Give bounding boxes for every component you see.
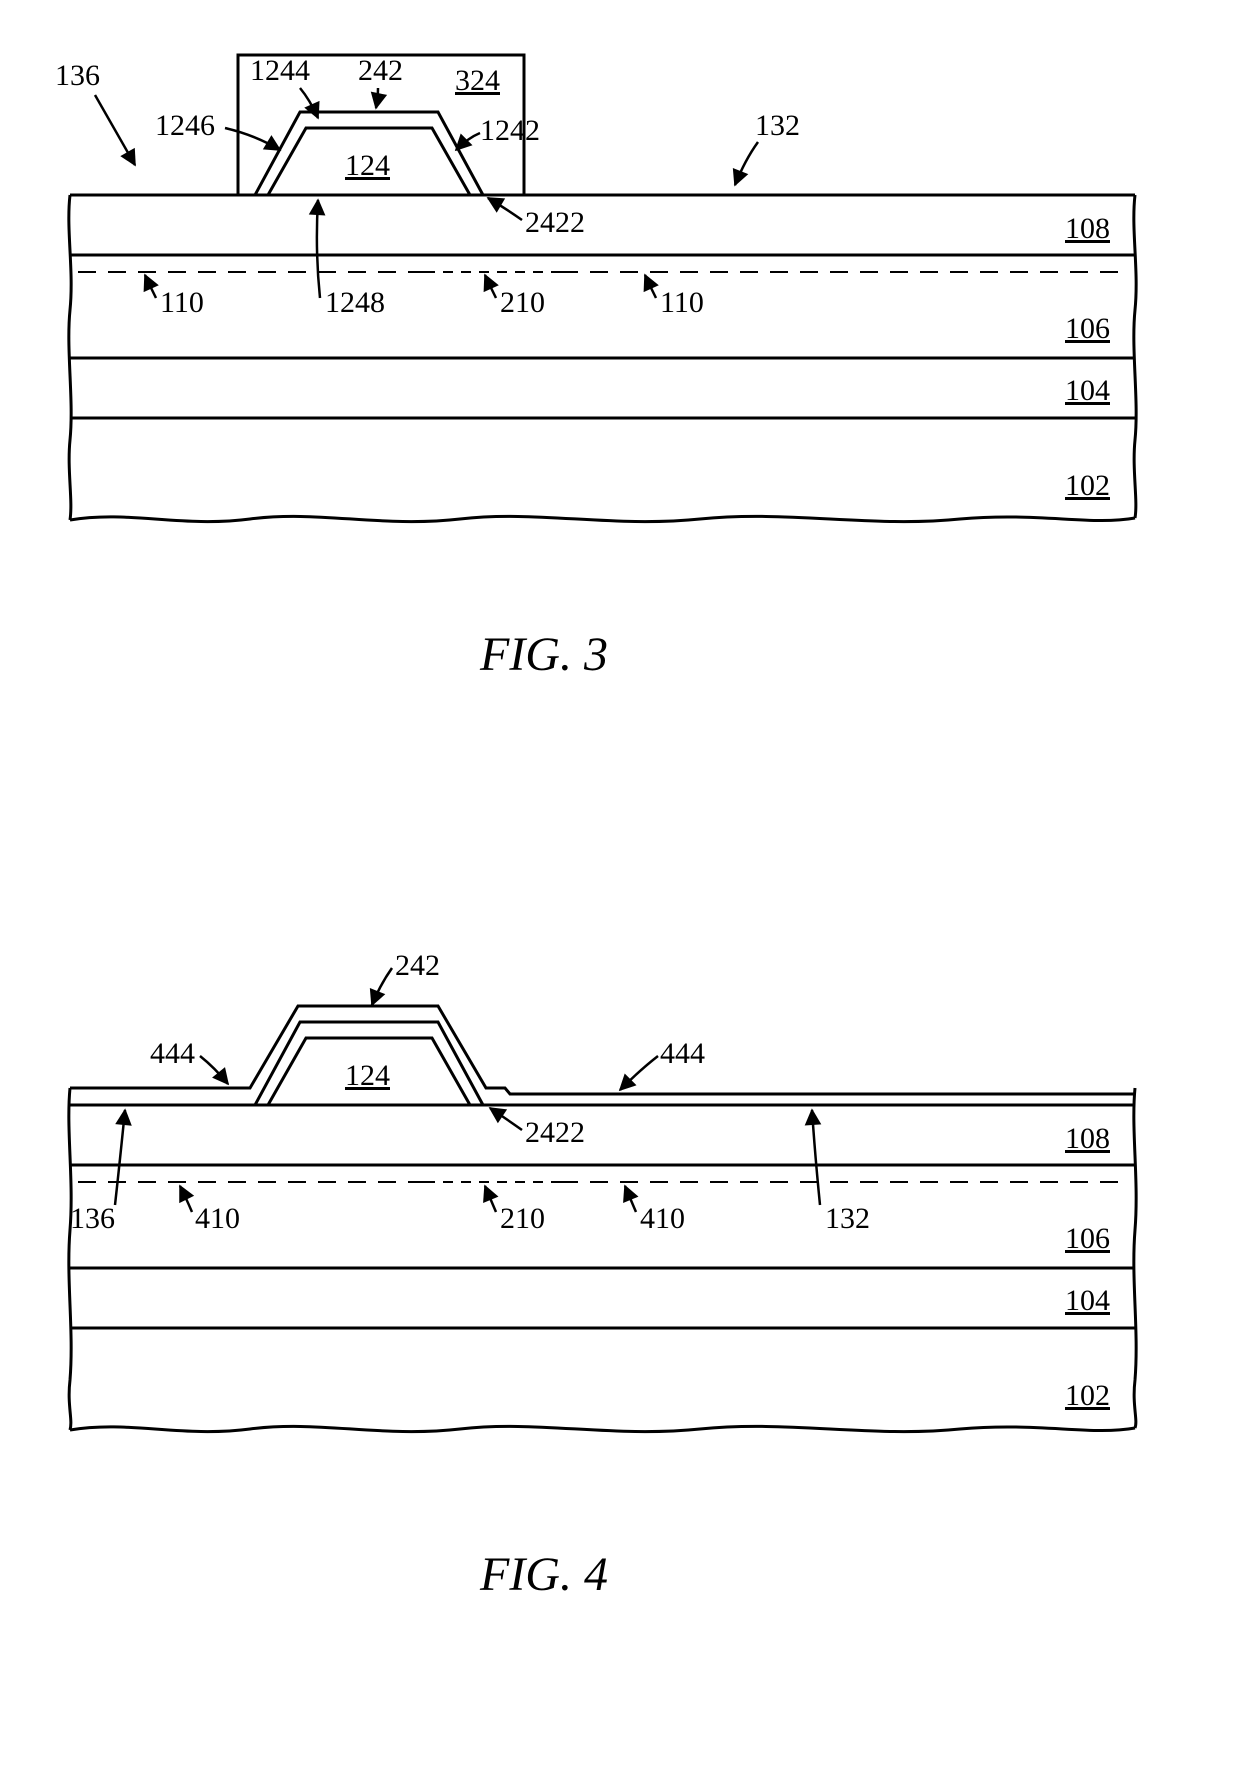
fig4-layer-444-outer [70, 1006, 1135, 1094]
fig3-right-edge [1134, 195, 1136, 518]
figure-3: 108 106 104 102 124 324 136 1244 242 124… [55, 54, 1136, 681]
fig3-label-110-left: 110 [160, 286, 204, 319]
fig4-label-242: 242 [395, 949, 440, 982]
fig4-label-136: 136 [70, 1202, 115, 1235]
fig4-leader-242 [372, 968, 392, 1005]
fig4-label-132: 132 [825, 1202, 870, 1235]
fig3-leader-210 [485, 275, 496, 298]
fig3-leader-110-left [145, 275, 156, 298]
fig3-label-102: 102 [1065, 469, 1110, 502]
fig3-leader-1248 [317, 200, 320, 298]
fig3-label-2422: 2422 [525, 206, 585, 239]
fig3-leader-1246 [225, 128, 280, 150]
fig4-leader-210 [485, 1186, 496, 1212]
fig3-label-1248: 1248 [325, 286, 385, 319]
fig4-label-106: 106 [1065, 1222, 1110, 1255]
fig4-left-edge [69, 1088, 71, 1430]
fig3-label-136: 136 [55, 59, 100, 92]
fig4-label-102: 102 [1065, 1379, 1110, 1412]
fig3-leader-132 [735, 142, 758, 185]
fig3-label-324: 324 [455, 64, 500, 97]
fig3-label-110-right: 110 [660, 286, 704, 319]
fig3-label-1244: 1244 [250, 54, 310, 87]
fig4-leader-410-left [180, 1186, 192, 1212]
fig3-leader-242 [376, 88, 378, 108]
fig4-label-2422: 2422 [525, 1116, 585, 1149]
fig3-leader-2422 [488, 198, 522, 220]
fig3-label-106: 106 [1065, 312, 1110, 345]
fig3-leader-1242 [456, 133, 480, 150]
fig3-bottom-wavy [70, 516, 1135, 521]
fig3-label-1242: 1242 [480, 114, 540, 147]
fig4-leader-410-right [625, 1186, 636, 1212]
fig4-label-104: 104 [1065, 1284, 1110, 1317]
fig3-label-108: 108 [1065, 212, 1110, 245]
fig4-label-410-right: 410 [640, 1202, 685, 1235]
fig4-label-108: 108 [1065, 1122, 1110, 1155]
fig4-leader-2422 [490, 1108, 522, 1130]
fig4-right-edge [1134, 1088, 1136, 1428]
fig3-caption: FIG. 3 [479, 628, 608, 681]
fig3-leader-136 [95, 95, 135, 165]
fig4-label-410-left: 410 [195, 1202, 240, 1235]
fig4-leader-132 [812, 1110, 820, 1205]
fig4-bottom-wavy [70, 1426, 1135, 1431]
fig4-leader-136 [115, 1110, 125, 1205]
fig3-leader-110-right [645, 275, 656, 298]
fig3-label-242: 242 [358, 54, 403, 87]
fig4-caption: FIG. 4 [479, 1548, 608, 1601]
figure-4: 108 106 104 102 124 242 444 444 2422 136… [69, 949, 1136, 1601]
fig4-label-124: 124 [345, 1059, 390, 1092]
fig3-label-1246: 1246 [155, 109, 215, 142]
fig4-leader-444-right [620, 1056, 658, 1090]
fig3-label-124: 124 [345, 149, 390, 182]
fig3-label-132: 132 [755, 109, 800, 142]
fig4-label-210: 210 [500, 1202, 545, 1235]
fig3-label-210: 210 [500, 286, 545, 319]
fig3-label-104: 104 [1065, 374, 1110, 407]
fig4-leader-444-left [200, 1056, 228, 1084]
fig3-left-edge [69, 195, 71, 520]
fig4-label-444-left: 444 [150, 1037, 195, 1070]
fig4-label-444-right: 444 [660, 1037, 705, 1070]
